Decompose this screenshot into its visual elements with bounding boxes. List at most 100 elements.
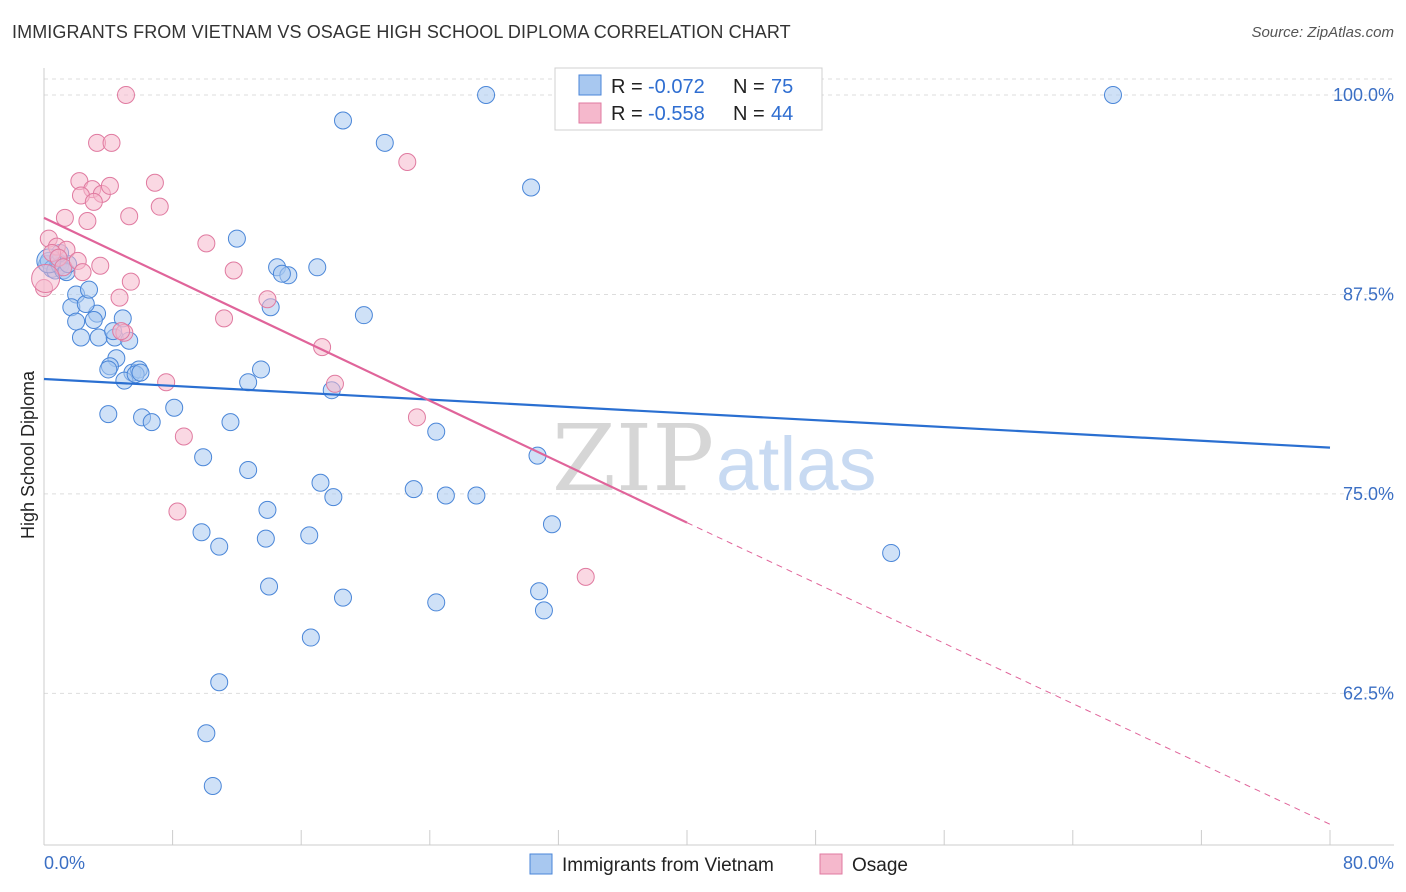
data-point <box>258 500 277 519</box>
legend-n-label-2: N = <box>733 103 765 125</box>
data-point <box>84 192 103 211</box>
data-point <box>522 178 541 197</box>
x-tick-label-min: 0.0% <box>44 853 85 873</box>
y-tick-labels: 62.5% 75.0% 87.5% 100.0% <box>1333 85 1394 703</box>
data-point <box>333 588 352 607</box>
data-point <box>239 373 258 392</box>
y-tick-label: 62.5% <box>1343 683 1394 703</box>
data-point <box>99 360 118 379</box>
legend-swatch-pink <box>578 102 602 124</box>
series-osage-points <box>31 85 595 586</box>
data-point <box>168 502 187 521</box>
trend-line-osage-extrapolated <box>686 522 1331 825</box>
data-point <box>477 85 496 104</box>
y-tick-label: 75.0% <box>1343 484 1394 504</box>
data-point <box>203 776 222 795</box>
series-legend-swatch-vietnam <box>529 853 553 875</box>
data-point <box>71 328 90 347</box>
data-point <box>221 413 240 432</box>
y-tick-label: 100.0% <box>1333 85 1394 105</box>
data-point <box>110 288 129 307</box>
data-point <box>157 373 176 392</box>
data-point <box>398 152 417 171</box>
legend-r-value-2: -0.558 <box>648 103 705 125</box>
data-point <box>194 448 213 467</box>
trend-line-vietnam <box>43 377 1331 449</box>
legend-n-value-2: 44 <box>771 103 793 125</box>
data-point <box>78 212 97 231</box>
data-point <box>404 480 423 499</box>
legend-r-label-1: R = <box>611 76 643 98</box>
data-point <box>91 256 110 275</box>
data-point <box>210 673 229 692</box>
data-point <box>260 577 279 596</box>
data-point <box>102 133 121 152</box>
data-point <box>467 486 486 505</box>
data-point <box>882 543 901 562</box>
data-point <box>227 229 246 248</box>
data-point <box>308 258 327 277</box>
series-legend-label-osage: Osage <box>852 855 908 876</box>
data-point <box>427 422 446 441</box>
data-point <box>239 460 258 479</box>
data-point <box>301 628 320 647</box>
data-point <box>258 290 277 309</box>
data-point <box>272 264 291 283</box>
trend-line-osage <box>43 216 688 524</box>
source-credit: Source: ZipAtlas.com <box>1251 24 1394 41</box>
data-point <box>84 310 103 329</box>
data-point <box>534 601 553 620</box>
legend-n-label-1: N = <box>733 76 765 98</box>
data-point <box>542 515 561 534</box>
data-point <box>333 111 352 130</box>
stats-legend: R = -0.072 N = 75 R = -0.558 N = 44 <box>554 67 823 131</box>
data-point <box>215 309 234 328</box>
data-point <box>210 537 229 556</box>
watermark-atlas: atlas <box>716 422 877 507</box>
data-point-cluster <box>31 263 61 293</box>
data-point <box>1103 85 1122 104</box>
data-point <box>145 173 164 192</box>
data-point <box>73 263 92 282</box>
data-point <box>325 374 344 393</box>
data-point <box>150 197 169 216</box>
data-point <box>174 427 193 446</box>
series-legend-swatch-osage <box>819 853 843 875</box>
watermark: ZIP atlas <box>552 405 877 512</box>
y-axis-label: High School Diploma <box>18 370 38 539</box>
watermark-zip: ZIP <box>552 405 714 512</box>
data-point <box>427 593 446 612</box>
data-point <box>192 523 211 542</box>
data-point <box>324 488 343 507</box>
y-tick-label: 87.5% <box>1343 284 1394 304</box>
series-legend-label-vietnam: Immigrants from Vietnam <box>562 855 774 876</box>
data-point <box>375 133 394 152</box>
data-point <box>197 724 216 743</box>
data-point <box>224 261 243 280</box>
axes <box>43 68 1394 846</box>
data-point <box>197 234 216 253</box>
data-point <box>142 413 161 432</box>
series-legend: Immigrants from Vietnam Osage <box>529 853 908 876</box>
data-point <box>100 176 119 195</box>
legend-r-label-2: R = <box>611 103 643 125</box>
data-point <box>407 408 426 427</box>
data-point <box>300 526 319 545</box>
data-point <box>112 322 131 341</box>
series-vietnam-points <box>36 85 1122 795</box>
legend-n-value-1: 75 <box>771 76 793 98</box>
data-point <box>99 405 118 424</box>
data-point <box>131 363 150 382</box>
x-tick-label-max: 80.0% <box>1343 853 1394 873</box>
data-point <box>80 280 99 299</box>
data-point <box>55 208 74 227</box>
data-point <box>67 312 86 331</box>
trend-lines <box>43 216 1331 825</box>
legend-swatch-blue <box>578 74 602 96</box>
data-point <box>436 486 455 505</box>
data-point <box>530 582 549 601</box>
data-point <box>256 529 275 548</box>
data-point <box>116 85 135 104</box>
legend-r-value-1: -0.072 <box>648 76 705 98</box>
data-point <box>252 360 271 379</box>
